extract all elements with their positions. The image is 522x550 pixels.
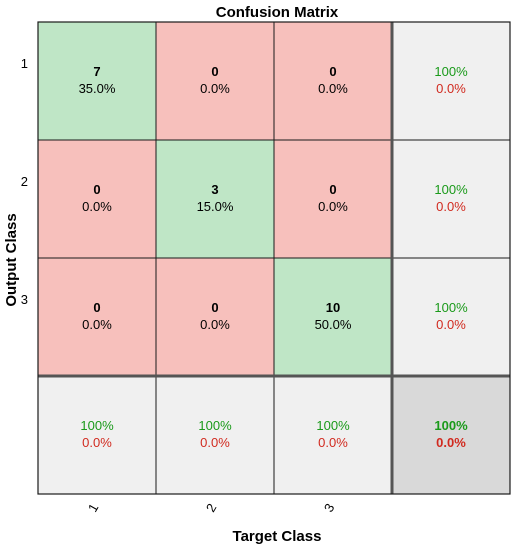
matrix-cell-r3-c2 <box>155 257 275 377</box>
cell-percent-r2-c3: 0.0% <box>318 199 348 214</box>
cell-count-r1-c3: 0 <box>329 64 336 79</box>
row-summary-cell-1 <box>391 21 511 141</box>
column-summary-cell-3 <box>273 375 393 495</box>
matrix-cell-r2-c1 <box>37 139 157 259</box>
cell-count-r1-c1: 7 <box>93 64 100 79</box>
column-summary-correct-3: 100% <box>316 418 350 433</box>
column-summary-incorrect-2: 0.0% <box>200 435 230 450</box>
cell-percent-r2-c1: 0.0% <box>82 199 112 214</box>
cell-count-r2-c1: 0 <box>93 182 100 197</box>
cell-count-r2-c3: 0 <box>329 182 336 197</box>
cell-count-r2-c2: 3 <box>211 182 218 197</box>
row-summary-correct-1: 100% <box>434 64 468 79</box>
overall-incorrect: 0.0% <box>436 435 466 450</box>
x-tick-label-1: 1 <box>85 501 102 515</box>
cell-percent-r1-c3: 0.0% <box>318 81 348 96</box>
cell-percent-r2-c2: 15.0% <box>197 199 234 214</box>
cell-count-r1-c2: 0 <box>211 64 218 79</box>
column-summary-incorrect-1: 0.0% <box>82 435 112 450</box>
column-summary-correct-2: 100% <box>198 418 232 433</box>
y-axis-label: Output Class <box>3 213 20 306</box>
cell-count-r3-c1: 0 <box>93 300 100 315</box>
column-summary-incorrect-3: 0.0% <box>318 435 348 450</box>
cell-percent-r3-c1: 0.0% <box>82 317 112 332</box>
cell-count-r3-c2: 0 <box>211 300 218 315</box>
matrix-cell-r2-c3 <box>273 139 393 259</box>
row-summary-incorrect-3: 0.0% <box>436 317 466 332</box>
overall-correct: 100% <box>434 418 468 433</box>
y-tick-label-1: 1 <box>21 56 28 71</box>
cell-percent-r3-c3: 50.0% <box>315 317 352 332</box>
x-axis-label: Target Class <box>233 528 322 545</box>
row-summary-correct-2: 100% <box>434 182 468 197</box>
row-summary-cell-3 <box>391 257 511 377</box>
row-summary-incorrect-2: 0.0% <box>436 199 466 214</box>
cell-count-r3-c3: 10 <box>326 300 340 315</box>
row-summary-incorrect-1: 0.0% <box>436 81 466 96</box>
matrix-cell-r1-c2 <box>155 21 275 141</box>
cell-percent-r3-c2: 0.0% <box>200 317 230 332</box>
x-tick-label-3: 3 <box>321 501 338 515</box>
column-summary-cell-1 <box>37 375 157 495</box>
x-tick-label-2: 2 <box>203 501 220 515</box>
column-summary-correct-1: 100% <box>80 418 114 433</box>
y-tick-label-2: 2 <box>21 174 28 189</box>
chart-title: Confusion Matrix <box>216 4 339 21</box>
row-summary-correct-3: 100% <box>434 300 468 315</box>
matrix-cell-r2-c2 <box>155 139 275 259</box>
cell-percent-r1-c2: 0.0% <box>200 81 230 96</box>
y-tick-label-3: 3 <box>21 292 28 307</box>
matrix-cell-r1-c1 <box>37 21 157 141</box>
matrix-border <box>37 21 511 495</box>
cell-percent-r1-c1: 35.0% <box>79 81 116 96</box>
